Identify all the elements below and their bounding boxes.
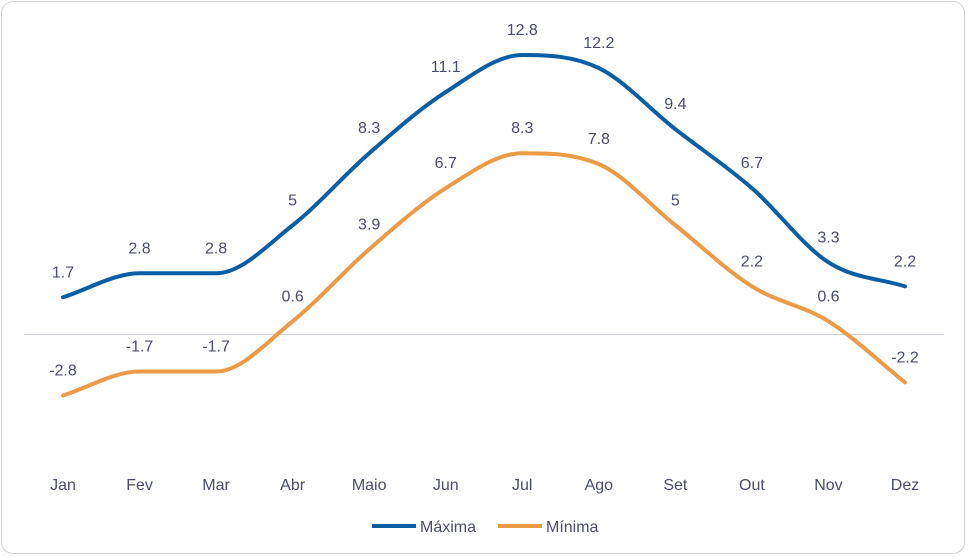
x-tick-label: Set bbox=[663, 477, 688, 494]
data-label-minima: 3.9 bbox=[358, 216, 380, 233]
x-tick-label: Fev bbox=[126, 477, 153, 494]
x-tick-label: Mar bbox=[202, 477, 230, 494]
x-tick-label: Dez bbox=[891, 477, 919, 494]
data-label-minima: 6.7 bbox=[435, 155, 457, 172]
x-tick-label: Jan bbox=[50, 477, 76, 494]
data-label-minima: 5 bbox=[671, 192, 680, 209]
data-label-maxima: 2.8 bbox=[205, 240, 227, 257]
x-axis-tick-layer: Jan Fev Mar Abr Maio Jun Jul Ago Set Out Nov Dez bbox=[50, 477, 919, 494]
x-tick-label: Jun bbox=[433, 477, 459, 494]
data-label-layer: 1.7 2.8 2.8 5 8.3 11.1 12.8 12.2 9.4 6.7 3.3 2.2 -2.… bbox=[49, 22, 919, 379]
series-line-maxima bbox=[61, 53, 907, 300]
x-tick-label: Maio bbox=[352, 477, 387, 494]
data-label-maxima: 12.2 bbox=[583, 35, 614, 52]
x-tick-label: Nov bbox=[814, 477, 842, 494]
x-tick-label: Out bbox=[739, 477, 765, 494]
x-tick-label: Jul bbox=[512, 477, 532, 494]
data-label-maxima: 2.8 bbox=[128, 240, 150, 257]
data-label-maxima: 8.3 bbox=[358, 120, 380, 137]
series-line-minima bbox=[61, 151, 907, 398]
data-label-minima: -2.2 bbox=[891, 349, 919, 366]
data-label-maxima: 3.3 bbox=[817, 229, 839, 246]
data-label-maxima: 2.2 bbox=[894, 253, 916, 270]
x-tick-label: Ago bbox=[585, 477, 614, 494]
data-label-maxima: 1.7 bbox=[52, 264, 74, 281]
data-label-maxima: 6.7 bbox=[741, 155, 763, 172]
data-label-maxima: 5 bbox=[288, 192, 297, 209]
data-label-minima: 8.3 bbox=[511, 120, 533, 137]
data-label-minima: 7.8 bbox=[588, 131, 610, 148]
legend-label-minima: Mínima bbox=[546, 519, 599, 536]
legend: Máxima Mínima bbox=[372, 519, 599, 536]
data-label-maxima: 12.8 bbox=[507, 22, 538, 39]
series-layer bbox=[61, 53, 907, 398]
data-label-minima: 0.6 bbox=[817, 288, 839, 305]
data-label-minima: -1.7 bbox=[202, 338, 230, 355]
data-label-minima: -1.7 bbox=[126, 338, 154, 355]
legend-label-maxima: Máxima bbox=[420, 519, 476, 536]
data-label-minima: 2.2 bbox=[741, 253, 763, 270]
data-label-minima: -2.8 bbox=[49, 362, 77, 379]
data-label-maxima: 9.4 bbox=[664, 96, 686, 113]
data-label-maxima: 11.1 bbox=[431, 59, 461, 76]
x-tick-label: Abr bbox=[280, 477, 306, 494]
data-label-minima: 0.6 bbox=[282, 288, 304, 305]
